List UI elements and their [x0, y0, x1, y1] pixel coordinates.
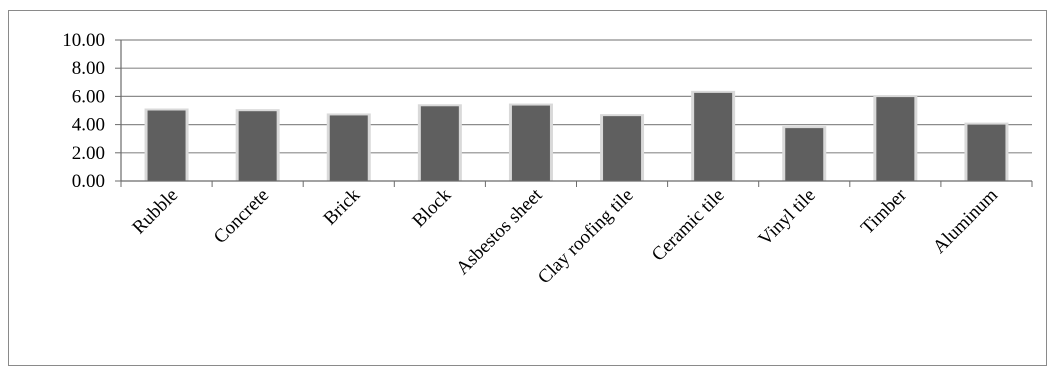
- bar: [694, 92, 733, 181]
- x-category-label: Vinyl tile: [755, 185, 820, 250]
- bar-brick: [326, 113, 371, 181]
- x-category-label: Asbestos sheet: [452, 184, 547, 279]
- y-axis-ticks: 0.00 2.00 4.00 6.00 8.00 10.00: [62, 30, 121, 192]
- x-category-label: Rubble: [128, 185, 182, 239]
- bar: [785, 128, 824, 181]
- y-tick-label: 0.00: [72, 171, 105, 192]
- bar: [147, 110, 186, 181]
- bar-clay-roofing-tile: [600, 114, 645, 181]
- x-axis: [120, 40, 1033, 187]
- x-category-label: Concrete: [210, 185, 273, 248]
- chart-frame: [8, 10, 1047, 366]
- bar: [329, 115, 368, 181]
- y-tick-label: 10.00: [62, 30, 105, 51]
- bar: [238, 111, 277, 181]
- x-category-label: Ceramic tile: [648, 185, 729, 266]
- bar-concrete: [235, 109, 280, 181]
- x-category-label: Brick: [320, 184, 365, 229]
- y-tick-label: 2.00: [72, 143, 105, 164]
- bar: [511, 105, 550, 181]
- y-tick-label: 4.00: [72, 115, 105, 136]
- bar: [967, 124, 1006, 181]
- bar: [876, 97, 915, 181]
- bars: [144, 90, 1009, 181]
- bar-block: [417, 104, 462, 181]
- bar-ceramic-tile: [691, 90, 736, 181]
- bar: [420, 106, 459, 181]
- bar-asbestos-sheet: [508, 103, 553, 181]
- x-category-label: Block: [408, 184, 455, 231]
- x-category-label: Timber: [857, 184, 911, 238]
- bar: [603, 116, 642, 181]
- y-tick-label: 8.00: [72, 58, 105, 79]
- bar-vinyl-tile: [782, 126, 827, 181]
- bar-timber: [873, 95, 918, 181]
- bar-rubble: [144, 108, 189, 181]
- y-tick-label: 6.00: [72, 86, 105, 107]
- x-category-label: Clay roofing tile: [534, 185, 638, 289]
- bar-aluminum: [964, 122, 1009, 181]
- x-category-label: Aluminum: [929, 185, 1002, 258]
